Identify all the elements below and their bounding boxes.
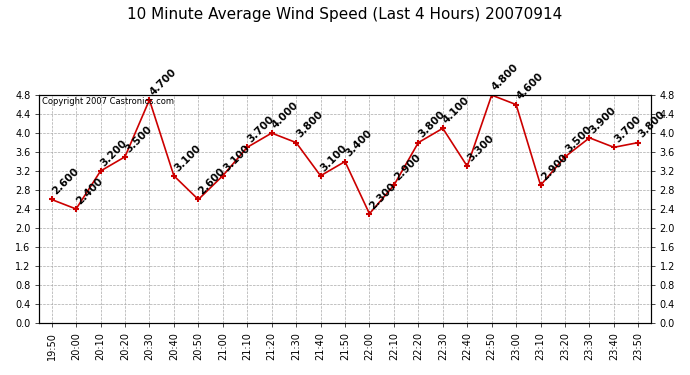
Text: 3.100: 3.100 [221, 142, 252, 173]
Text: 3.100: 3.100 [319, 142, 349, 173]
Text: 3.800: 3.800 [417, 110, 447, 140]
Text: 4.100: 4.100 [442, 95, 472, 126]
Text: 4.700: 4.700 [148, 66, 179, 97]
Text: 4.600: 4.600 [515, 71, 545, 102]
Text: 3.500: 3.500 [564, 124, 594, 154]
Text: 10 Minute Average Wind Speed (Last 4 Hours) 20070914: 10 Minute Average Wind Speed (Last 4 Hou… [128, 8, 562, 22]
Text: 3.900: 3.900 [588, 105, 618, 135]
Text: 3.300: 3.300 [466, 133, 496, 164]
Text: 3.800: 3.800 [295, 110, 325, 140]
Text: 2.900: 2.900 [393, 152, 423, 183]
Text: 2.300: 2.300 [368, 181, 398, 211]
Text: 2.900: 2.900 [539, 152, 569, 183]
Text: 3.500: 3.500 [124, 124, 154, 154]
Text: 4.000: 4.000 [270, 100, 301, 130]
Text: 3.200: 3.200 [99, 138, 130, 168]
Text: 3.100: 3.100 [172, 142, 203, 173]
Text: 3.800: 3.800 [637, 110, 667, 140]
Text: 3.700: 3.700 [246, 114, 276, 144]
Text: 3.400: 3.400 [344, 128, 374, 159]
Text: 2.600: 2.600 [197, 166, 227, 197]
Text: 2.400: 2.400 [75, 176, 105, 206]
Text: 2.600: 2.600 [50, 166, 81, 197]
Text: 3.700: 3.700 [613, 114, 643, 144]
Text: Copyright 2007 Castronics.com: Copyright 2007 Castronics.com [43, 98, 175, 106]
Text: 4.800: 4.800 [490, 62, 521, 92]
